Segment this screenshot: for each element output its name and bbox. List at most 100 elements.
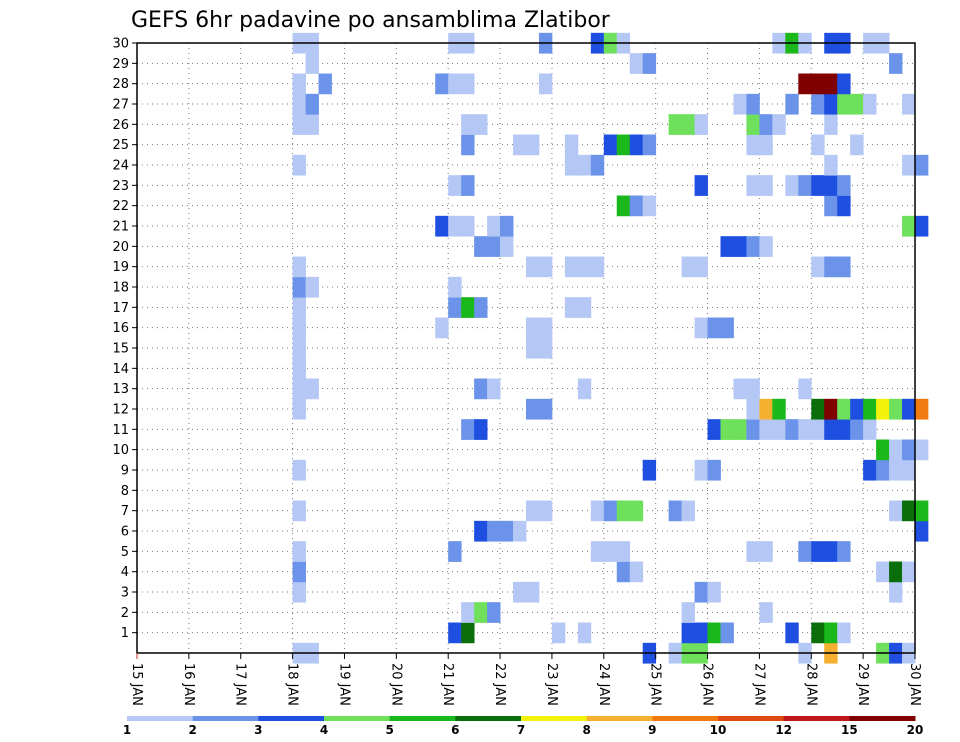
- colorbar-label: 3: [254, 723, 262, 737]
- heatmap-cell: [811, 93, 825, 115]
- heatmap-cell: [564, 134, 579, 156]
- heatmap-cell: [668, 114, 682, 135]
- heatmap-cell: [474, 602, 488, 623]
- heatmap-cell: [824, 419, 838, 440]
- x-tick-label: 15 JAN: [129, 663, 144, 706]
- heatmap-cell: [889, 561, 903, 583]
- x-tick-label: 27 JAN: [751, 663, 766, 706]
- heatmap-cell: [474, 378, 488, 400]
- heatmap-cell: [616, 561, 631, 583]
- heatmap-cell: [292, 154, 306, 176]
- heatmap-cell: [798, 419, 812, 440]
- heatmap-cell: [889, 500, 903, 522]
- heatmap-cell: [603, 500, 618, 522]
- heatmap-cell: [772, 114, 786, 135]
- heatmap-cell: [577, 622, 592, 644]
- x-tick-label: 19 JAN: [336, 663, 351, 706]
- heatmap-cell: [902, 561, 916, 583]
- heatmap-cell: [526, 337, 540, 359]
- y-tick-label: 27: [112, 98, 129, 113]
- heatmap-cell: [902, 398, 916, 420]
- heatmap-cell: [681, 114, 695, 135]
- heatmap-cell: [759, 602, 773, 623]
- colorbar-label: 10: [710, 723, 727, 737]
- heatmap-cell: [889, 398, 903, 420]
- heatmap-cell: [590, 541, 605, 562]
- heatmap-cell: [850, 398, 864, 420]
- heatmap-cell: [500, 520, 514, 542]
- heatmap-cell: [564, 154, 579, 176]
- heatmap-cell: [876, 459, 890, 481]
- heatmap-cell: [876, 398, 890, 420]
- colorbar-segment: [127, 716, 194, 721]
- heatmap-cell: [720, 317, 734, 339]
- y-tick-label: 26: [112, 118, 129, 133]
- x-tick-label: 22 JAN: [492, 663, 507, 706]
- heatmap-cell: [487, 602, 501, 623]
- heatmap-cell: [526, 256, 540, 278]
- heatmap-cell: [474, 114, 488, 135]
- heatmap-cell: [461, 602, 475, 623]
- heatmap-cell: [538, 337, 553, 359]
- heatmap-cell: [474, 419, 488, 440]
- heatmap-cell: [461, 297, 475, 318]
- heatmap-cell: [564, 297, 579, 318]
- heatmap-cell: [785, 419, 799, 440]
- x-tick-label: 28 JAN: [803, 663, 818, 706]
- heatmap-cell: [889, 581, 903, 603]
- colorbar-label: 4: [320, 723, 328, 737]
- y-tick-label: 17: [112, 301, 129, 316]
- heatmap-cell: [448, 73, 462, 95]
- heatmap-cell: [824, 93, 838, 115]
- x-tick-label: 18 JAN: [285, 663, 300, 706]
- heatmap-cell: [824, 73, 838, 95]
- heatmap-cell: [500, 215, 514, 237]
- colorbar-segment: [652, 716, 719, 721]
- heatmap-cell: [850, 93, 864, 115]
- heatmap-cell: [681, 622, 695, 644]
- heatmap-cell: [733, 93, 747, 115]
- heatmap-cell: [292, 256, 306, 278]
- heatmap-cell: [577, 256, 592, 278]
- heatmap-cell: [694, 175, 708, 196]
- heatmap-cell: [487, 236, 501, 257]
- heatmap-cell: [798, 541, 812, 562]
- colorbar-segment: [586, 716, 653, 721]
- chart-title: GEFS 6hr padavine po ansamblima Zlatibor: [131, 8, 611, 33]
- heatmap-cell: [461, 114, 475, 135]
- heatmap-cell: [798, 378, 812, 400]
- heatmap-cell: [629, 134, 644, 156]
- heatmap-cell: [811, 175, 825, 196]
- y-tick-label: 7: [121, 504, 129, 519]
- heatmap-cell: [603, 134, 618, 156]
- y-tick-label: 9: [121, 464, 129, 479]
- heatmap-cell: [694, 581, 708, 603]
- heatmap-cell: [915, 215, 929, 237]
- heatmap-cell: [707, 459, 721, 481]
- colorbar-label: 9: [648, 723, 656, 737]
- x-tick-label: 16 JAN: [181, 663, 196, 706]
- heatmap-cell: [590, 500, 605, 522]
- heatmap-cell: [772, 419, 786, 440]
- colorbar-label: 6: [451, 723, 459, 737]
- y-tick-label: 18: [112, 281, 129, 296]
- y-tick-label: 25: [112, 138, 129, 153]
- heatmap-cell: [577, 378, 592, 400]
- heatmap-cell: [292, 358, 306, 379]
- heatmap-cell: [772, 398, 786, 420]
- heatmap-cell: [461, 134, 475, 156]
- x-tick-label: 26 JAN: [700, 663, 715, 706]
- heatmap-cell: [668, 500, 682, 522]
- heatmap-cell: [526, 134, 540, 156]
- y-tick-label: 6: [121, 525, 129, 540]
- heatmap-cell: [759, 541, 773, 562]
- heatmap-cell: [902, 439, 916, 461]
- heatmap-cell: [603, 541, 618, 562]
- heatmap-cell: [707, 419, 721, 440]
- heatmap-cell: [551, 622, 566, 644]
- heatmap-cell: [746, 114, 760, 135]
- heatmap-cell: [629, 195, 644, 217]
- y-tick-label: 28: [112, 77, 129, 92]
- heatmap-cell: [837, 73, 851, 95]
- heatmap-cell: [526, 500, 540, 522]
